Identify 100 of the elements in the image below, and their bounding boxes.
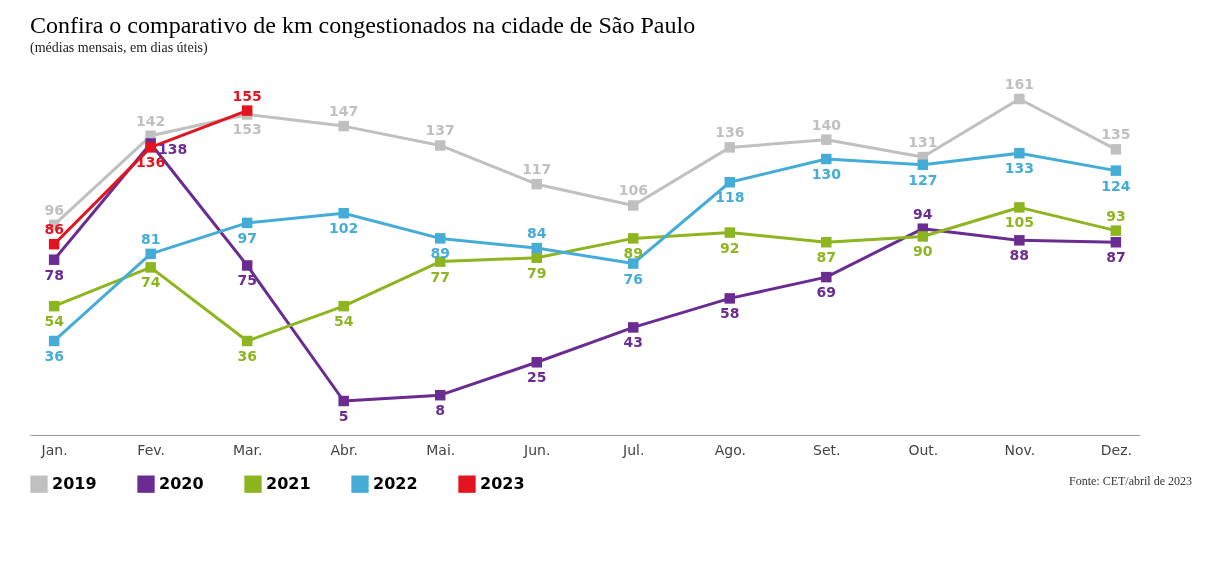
data-label: 88	[1009, 247, 1030, 264]
point	[145, 262, 156, 273]
x-tick-label: Abr.	[330, 441, 358, 458]
source-note: Fonte: CET/abril de 2023	[1069, 474, 1192, 489]
data-label: 136	[136, 154, 166, 171]
x-tick-label: Jul.	[622, 441, 645, 458]
point	[1014, 202, 1025, 213]
x-tick-label: Nov.	[1004, 441, 1036, 458]
point	[338, 120, 349, 132]
data-label: 131	[908, 134, 938, 151]
x-tick-label: Jan.	[40, 441, 68, 458]
point	[628, 322, 639, 333]
data-label: 93	[1106, 207, 1126, 224]
legend-label: 2022	[373, 474, 418, 494]
data-label: 147	[329, 103, 359, 120]
point	[1014, 147, 1025, 159]
data-label: 161	[1004, 76, 1034, 92]
data-label: 90	[913, 243, 933, 260]
x-tick-label: Fev.	[137, 441, 165, 458]
point	[434, 389, 446, 401]
data-label: 102	[329, 220, 359, 237]
point	[48, 254, 60, 265]
data-label: 130	[811, 166, 842, 183]
point	[145, 248, 156, 260]
point	[531, 242, 542, 254]
data-label: 81	[140, 230, 161, 247]
data-label: 117	[522, 161, 552, 178]
x-tick-label: Out.	[908, 441, 939, 458]
point	[241, 217, 253, 229]
point	[1110, 237, 1122, 248]
point	[821, 237, 832, 248]
data-label: 78	[44, 266, 64, 283]
point	[821, 153, 832, 165]
point	[821, 134, 832, 145]
x-tick-label: Mar.	[232, 441, 263, 458]
data-label: 5	[338, 408, 349, 424]
data-label: 58	[720, 305, 740, 322]
data-label: 155	[232, 87, 262, 104]
point	[531, 357, 542, 368]
data-label: 135	[1101, 126, 1131, 143]
point	[917, 231, 929, 242]
data-label: 8	[435, 402, 446, 419]
data-label: 94	[913, 205, 933, 222]
point	[48, 335, 60, 347]
data-label: 87	[816, 249, 837, 266]
data-label: 69	[816, 284, 837, 301]
point	[917, 159, 929, 171]
point	[48, 238, 60, 250]
legend-label: 2020	[159, 474, 204, 494]
point	[338, 395, 349, 407]
point	[724, 227, 736, 238]
data-label: 106	[618, 182, 648, 199]
chart-title: Confira o comparativo de km congestionados na cidade de São Paulo	[30, 12, 696, 38]
data-label: 142	[136, 112, 166, 129]
point	[338, 207, 349, 219]
point	[531, 178, 542, 190]
data-label: 43	[623, 334, 643, 351]
data-label: 138	[158, 140, 188, 157]
point	[48, 300, 60, 312]
point	[241, 105, 253, 116]
point	[628, 200, 639, 211]
data-label: 54	[44, 313, 65, 330]
data-label: 87	[1106, 249, 1126, 266]
x-tick-label: Dez.	[1100, 441, 1132, 458]
data-label: 36	[44, 347, 64, 364]
data-label: 36	[237, 347, 257, 364]
point	[434, 233, 446, 244]
point	[724, 177, 736, 188]
point	[1014, 235, 1025, 246]
point	[1110, 165, 1122, 176]
legend-label: 2021	[266, 474, 311, 494]
data-label: 140	[811, 116, 842, 133]
data-label: 89	[623, 245, 643, 262]
data-label: 105	[1004, 214, 1034, 231]
legend-label: 2023	[480, 474, 525, 494]
x-tick-label: Mai.	[426, 441, 456, 458]
data-label: 86	[44, 221, 64, 238]
x-tick-label: Set.	[813, 441, 841, 458]
data-label: 84	[527, 225, 547, 242]
data-label: 137	[425, 122, 455, 139]
point	[1110, 225, 1122, 236]
data-label: 77	[430, 268, 450, 285]
point	[1014, 93, 1025, 105]
point	[338, 300, 349, 312]
point	[434, 140, 446, 151]
data-label: 97	[237, 229, 257, 246]
data-label: 54	[333, 313, 354, 330]
data-label: 153	[232, 121, 262, 138]
point	[145, 142, 156, 153]
point	[1110, 144, 1122, 155]
data-label: 127	[908, 171, 938, 188]
data-label: 136	[715, 124, 745, 141]
point	[724, 293, 736, 304]
data-label: 76	[623, 270, 643, 287]
data-label: 92	[720, 239, 740, 256]
x-tick-label: Jun.	[523, 441, 551, 458]
data-label: 133	[1004, 160, 1034, 177]
point	[241, 335, 253, 347]
data-label: 118	[715, 189, 745, 206]
chart-subtitle: (médias mensais, em dias úteis)	[30, 40, 209, 56]
